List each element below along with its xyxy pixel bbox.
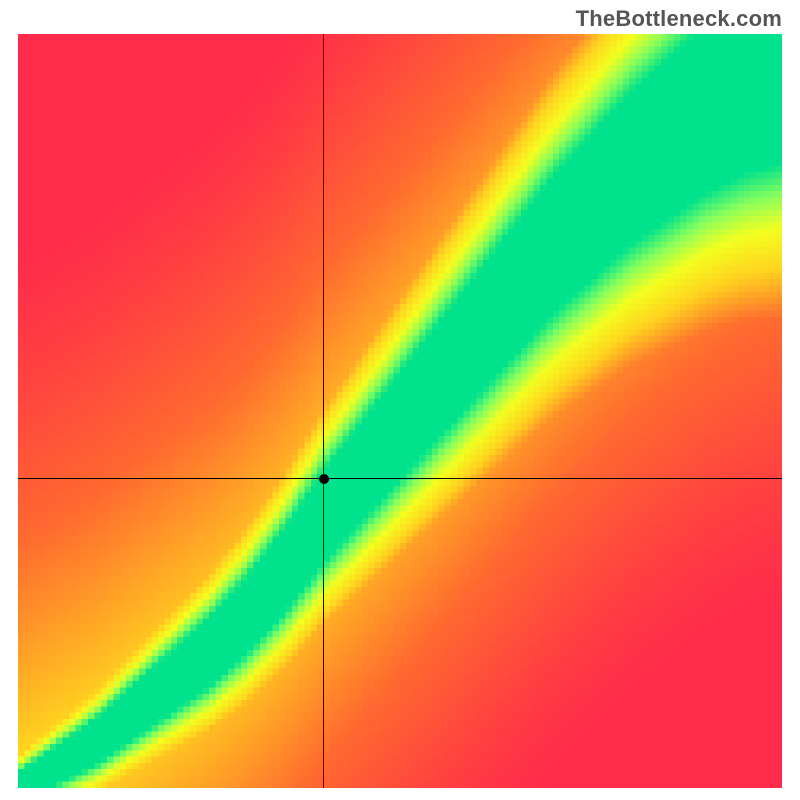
bottleneck-heatmap	[18, 34, 782, 788]
root-container: TheBottleneck.com	[0, 0, 800, 800]
crosshair-horizontal-line	[18, 478, 782, 479]
crosshair-vertical-line	[323, 34, 324, 788]
watermark-text: TheBottleneck.com	[576, 6, 782, 32]
crosshair-marker-dot	[319, 474, 329, 484]
